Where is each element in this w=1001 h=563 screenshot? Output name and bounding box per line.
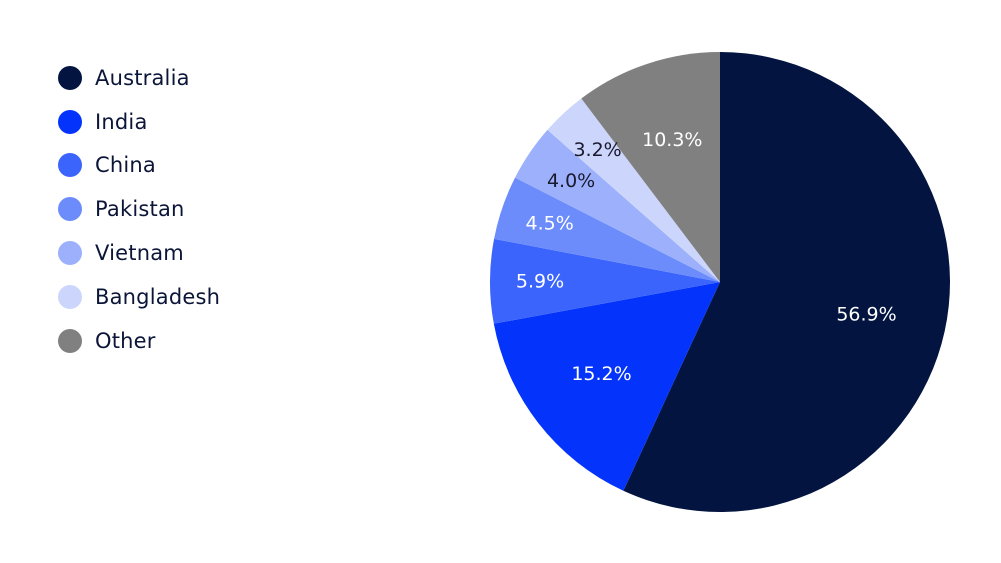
legend-label-china: China bbox=[95, 153, 156, 178]
legend-label-other: Other bbox=[95, 328, 156, 353]
slice-label-australia: 56.9% bbox=[836, 303, 896, 325]
legend-item-india: India bbox=[58, 100, 220, 144]
slice-label-other: 10.3% bbox=[642, 129, 702, 151]
legend-item-australia: Australia bbox=[58, 56, 220, 100]
pie-slice-australia bbox=[623, 51, 951, 512]
legend-swatch-australia bbox=[58, 65, 82, 90]
pie-slice-other bbox=[581, 52, 720, 282]
pie-slice-bangladesh bbox=[547, 98, 720, 282]
slice-label-vietnam: 4.0% bbox=[547, 170, 595, 192]
legend-swatch-india bbox=[58, 109, 82, 134]
pie-slice-china bbox=[489, 238, 720, 324]
slice-label-china: 5.9% bbox=[516, 270, 564, 292]
legend-swatch-pakistan bbox=[58, 197, 82, 222]
legend-item-pakistan: Pakistan bbox=[58, 187, 220, 231]
legend-label-pakistan: Pakistan bbox=[95, 197, 185, 222]
pie-slice-pakistan bbox=[494, 177, 720, 282]
legend-swatch-vietnam bbox=[58, 241, 82, 266]
legend-item-other: Other bbox=[58, 319, 220, 363]
slice-label-pakistan: 4.5% bbox=[526, 213, 574, 235]
legend-label-australia: Australia bbox=[95, 65, 190, 90]
pie-value-labels: 56.9% 15.2% 5.9% 4.5% 4.0% 3.2% 10.3% bbox=[516, 129, 897, 385]
legend-label-bangladesh: Bangladesh bbox=[95, 284, 221, 309]
legend-item-vietnam: Vietnam bbox=[58, 231, 220, 275]
legend-swatch-bangladesh bbox=[58, 284, 82, 309]
slice-label-bangladesh: 3.2% bbox=[573, 139, 621, 161]
slice-label-india: 15.2% bbox=[571, 363, 631, 385]
legend-swatch-other bbox=[58, 328, 82, 353]
legend-label-vietnam: Vietnam bbox=[95, 241, 184, 266]
chart-legend: Australia India China Pakistan Vietnam Bangla… bbox=[58, 56, 220, 363]
legend-item-bangladesh: Bangladesh bbox=[58, 275, 220, 319]
legend-swatch-china bbox=[58, 153, 82, 178]
legend-item-china: China bbox=[58, 144, 220, 188]
legend-label-india: India bbox=[95, 109, 148, 134]
pie-slices bbox=[489, 51, 951, 512]
pie-slice-india bbox=[493, 282, 720, 491]
pie-slice-vietnam bbox=[515, 129, 720, 282]
